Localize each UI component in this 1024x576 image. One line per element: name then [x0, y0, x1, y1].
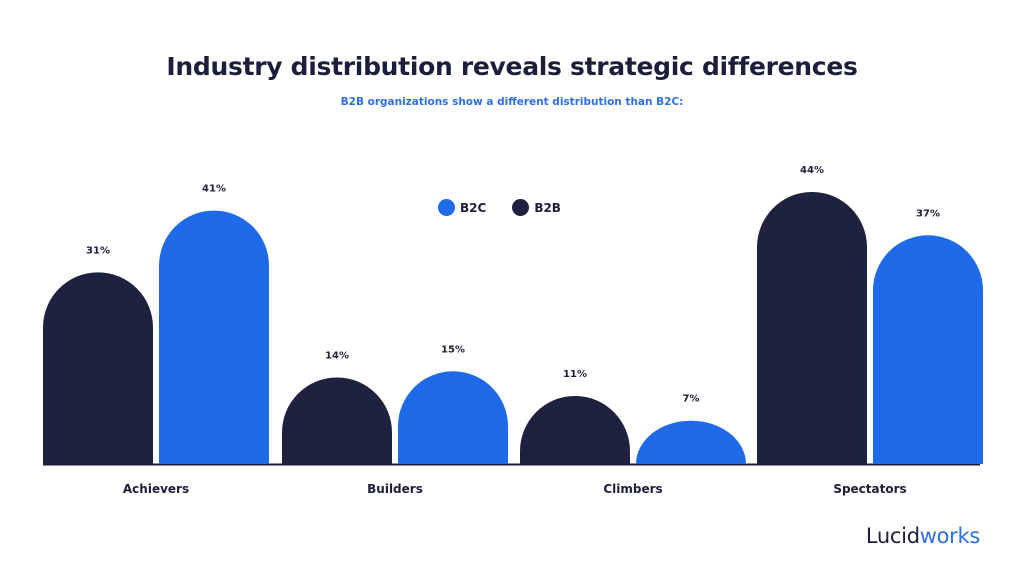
- chart-subtitle: B2B organizations show a different distr…: [340, 96, 684, 108]
- logo-part-lucid: Lucid: [865, 524, 920, 548]
- bar-b2b-spectators: [757, 192, 867, 464]
- bar-b2c-spectators: [873, 235, 983, 464]
- data-label-b2b-spectators: 44%: [800, 165, 824, 176]
- category-label-climbers: Climbers: [603, 482, 662, 496]
- data-label-b2c-spectators: 37%: [916, 208, 940, 219]
- data-label-b2b-climbers: 11%: [563, 369, 587, 380]
- chart-title: Industry distribution reveals strategic …: [166, 52, 858, 81]
- category-label-spectators: Spectators: [833, 482, 906, 496]
- legend-label-b2b: B2B: [534, 200, 561, 215]
- category-label-achievers: Achievers: [123, 482, 189, 496]
- bar-b2c-builders: [398, 371, 508, 464]
- logo-part-works: works: [919, 524, 981, 548]
- legend-item-b2c: B2C: [438, 199, 486, 216]
- data-label-b2c-climbers: 7%: [683, 394, 700, 405]
- bar-b2b-climbers: [520, 396, 630, 464]
- bar-b2c-achievers: [159, 210, 269, 464]
- lucidworks-logo: Lucidworks: [866, 524, 980, 548]
- data-label-b2b-builders: 14%: [325, 350, 349, 361]
- legend-label-b2c: B2C: [460, 200, 487, 215]
- bar-b2b-achievers: [43, 272, 153, 464]
- legend: B2C B2B: [438, 199, 587, 216]
- data-label-b2c-builders: 15%: [441, 344, 465, 355]
- data-label-b2b-achievers: 31%: [86, 245, 110, 256]
- legend-dot-b2b: [512, 199, 530, 216]
- bar-b2b-builders: [282, 377, 392, 464]
- category-label-builders: Builders: [367, 482, 423, 496]
- legend-item-b2b: B2B: [512, 199, 561, 216]
- legend-dot-b2c: [438, 199, 455, 216]
- bar-b2c-climbers: [636, 420, 746, 464]
- data-label-b2c-achievers: 41%: [202, 184, 226, 195]
